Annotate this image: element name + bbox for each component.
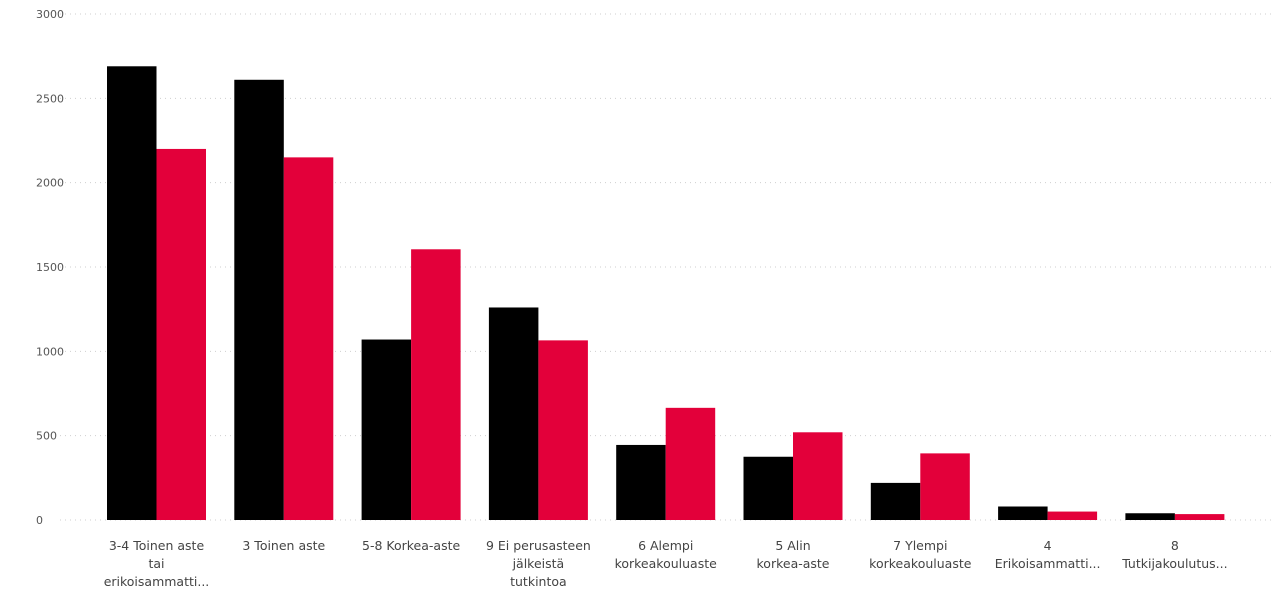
x-category-label-line: tai [148,556,164,571]
bar-series-0 [234,79,284,520]
x-category-label: 4 Erikoisammatti... [995,538,1101,571]
y-tick-label: 3000 [36,8,64,21]
x-category-label-line: 8 [1171,538,1179,553]
x-category-label-line: 5-8 Korkea-aste [362,538,460,553]
x-category-label: 6 Alempi korkeakouluaste [615,538,718,571]
bar-series-1 [538,340,588,520]
x-category-label-line: 9 Ei perusasteen [486,538,591,553]
y-axis-ticks: 0 500 1000 1500 2000 2500 3000 [36,8,64,527]
bar-series-0 [616,444,666,520]
x-category-label-line: tutkintoa [510,574,567,589]
bar-series-0 [998,506,1048,520]
x-category-label: 3 Toinen aste [242,538,325,553]
y-tick-label: 1000 [36,345,64,358]
x-category-label-line: Tutkijakoulutus... [1121,556,1227,571]
x-category-label-line: 3 Toinen aste [242,538,325,553]
y-tick-label: 500 [36,430,57,443]
bar-series-1 [1174,514,1225,520]
bar-series-0 [1125,513,1175,520]
bar-series-0 [870,482,921,520]
x-category-label-line: 5 Alin [775,538,810,553]
bar-series-1 [283,157,334,520]
x-category-label-line: korkea-aste [757,556,830,571]
x-category-label: 3-4 Toinen aste tai erikoisammatti... [104,538,210,589]
x-axis-labels: 3-4 Toinen aste tai erikoisammatti... 3 Toi… [104,538,1228,589]
x-category-label: 5-8 Korkea-aste [362,538,460,553]
x-category-label-line: 3-4 Toinen aste [109,538,205,553]
bar-series-1 [920,453,970,520]
x-category-label-line: 6 Alempi [638,538,693,553]
y-tick-label: 0 [36,514,43,527]
bar-series-1 [793,432,843,520]
bar-series-1 [665,407,716,520]
bar-series-1 [411,249,461,521]
x-category-label-line: erikoisammatti... [104,574,210,589]
x-category-label-line: korkeakouluaste [615,556,718,571]
y-tick-label: 2500 [36,92,64,105]
bar-series-0 [107,66,157,520]
x-category-label-line: Erikoisammatti... [995,556,1101,571]
x-category-label: 8 Tutkijakoulutus... [1121,538,1227,571]
bar-series-0 [361,339,412,520]
bar-series-1 [156,148,206,520]
bars [107,66,1225,521]
y-tick-label: 1500 [36,261,64,274]
x-category-label: 5 Alin korkea-aste [757,538,830,571]
bar-series-0 [488,307,539,520]
x-category-label: 7 Ylempi korkeakouluaste [869,538,972,571]
bar-series-1 [1047,511,1098,520]
x-category-label: 9 Ei perusasteen jälkeistä tutkintoa [486,538,591,589]
x-category-label-line: 4 [1044,538,1052,553]
x-category-label-line: 7 Ylempi [893,538,947,553]
y-tick-label: 2000 [36,177,64,190]
x-category-label-line: jälkeistä [512,556,565,571]
x-category-label-line: korkeakouluaste [869,556,972,571]
bar-series-0 [743,456,793,520]
